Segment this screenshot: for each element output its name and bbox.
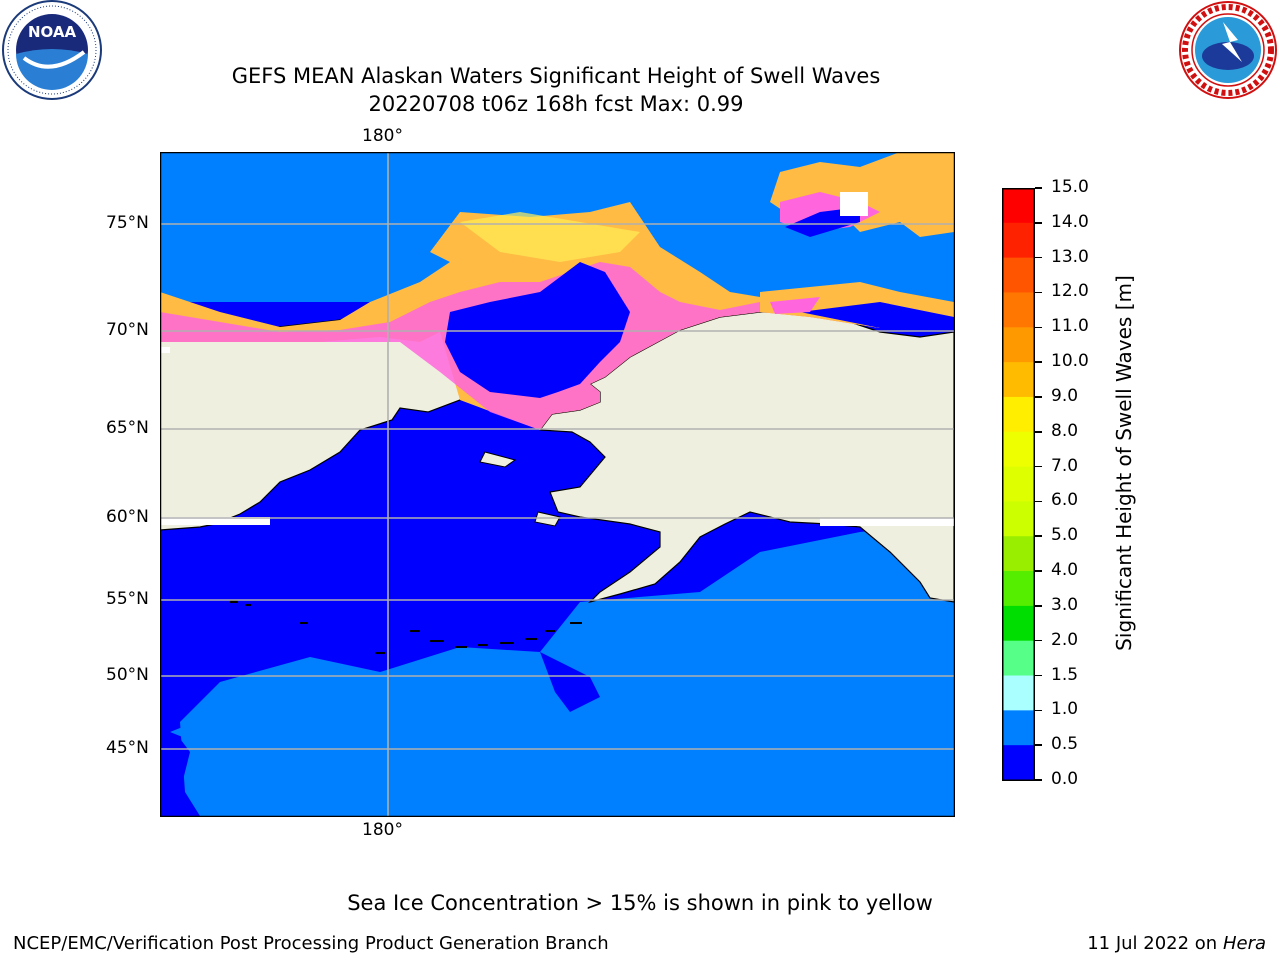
- footer-date-text: 11 Jul 2022 on: [1087, 933, 1223, 954]
- colorbar-tick-mark: [1035, 709, 1042, 712]
- colorbar-tick-mark: [1035, 779, 1042, 781]
- colorbar-tick-mark: [1035, 256, 1042, 259]
- map-frame: [160, 152, 955, 817]
- footer-host: Hera: [1222, 933, 1266, 954]
- colorbar: [1002, 188, 1035, 781]
- colorbar-tick-label: 1.5: [1051, 664, 1079, 685]
- colorbar-tick-mark: [1035, 570, 1042, 572]
- colorbar-tick-mark: [1035, 605, 1042, 607]
- colorbar-tick-mark: [1035, 361, 1042, 363]
- colorbar-tick-label: 2.0: [1051, 629, 1079, 650]
- lat-label-55: 55°N: [106, 589, 149, 609]
- lon-label-top: 180°: [362, 126, 403, 146]
- colorbar-cell: [1002, 536, 1035, 572]
- colorbar-cell: [1002, 675, 1035, 711]
- colorbar-cell: [1002, 431, 1035, 468]
- colorbar-tick-mark: [1035, 222, 1042, 224]
- colorbar-cell: [1002, 257, 1035, 293]
- colorbar-tick-label: 0.0: [1051, 769, 1079, 789]
- noaa-logo: NOAA: [2, 0, 102, 100]
- colorbar-tick-mark: [1035, 465, 1042, 468]
- colorbar-cell: [1002, 571, 1035, 607]
- colorbar-tick-label: 8.0: [1051, 420, 1079, 441]
- colorbar-tick-mark: [1035, 431, 1042, 433]
- colorbar-tick-label: 11.0: [1051, 316, 1089, 337]
- colorbar-cell: [1002, 640, 1035, 677]
- colorbar-tick-label: 1.0: [1051, 699, 1079, 720]
- colorbar-tick-label: 3.0: [1051, 594, 1079, 615]
- colorbar-cell: [1002, 501, 1035, 537]
- colorbar-tick-label: 0.5: [1051, 734, 1079, 755]
- lon-label-bottom: 180°: [362, 820, 403, 840]
- footer-branch: NCEP/EMC/Verification Post Processing Pr…: [13, 933, 609, 954]
- colorbar-cell: [1002, 745, 1035, 781]
- colorbar-cell: [1002, 222, 1035, 259]
- colorbar-tick-label: 9.0: [1051, 385, 1079, 406]
- ice-note: Sea Ice Concentration > 15% is shown in …: [347, 891, 933, 915]
- lat-label-45: 45°N: [106, 738, 149, 758]
- colorbar-tick-label: 4.0: [1051, 560, 1079, 581]
- lat-label-65: 65°N: [106, 418, 149, 438]
- footer-date: 11 Jul 2022 on Hera: [1087, 933, 1266, 954]
- colorbar-cell: [1002, 292, 1035, 328]
- noaa-logo-text: NOAA: [28, 23, 77, 41]
- colorbar-tick-mark: [1035, 396, 1042, 398]
- colorbar-tick-mark: [1035, 535, 1042, 537]
- colorbar-cell: [1002, 710, 1035, 746]
- colorbar-tick-mark: [1035, 674, 1042, 677]
- colorbar-tick-label: 13.0: [1051, 246, 1089, 267]
- colorbar-tick-mark: [1035, 500, 1042, 503]
- colorbar-cell: [1002, 605, 1035, 642]
- colorbar-cell: [1002, 188, 1035, 224]
- nws-logo: [1179, 1, 1277, 99]
- swell-height-map: [160, 152, 955, 817]
- colorbar-tick-label: 5.0: [1051, 525, 1079, 546]
- colorbar-tick-label: 6.0: [1051, 490, 1079, 511]
- graticule: [160, 152, 954, 816]
- lat-label-50: 50°N: [106, 665, 149, 685]
- colorbar-cell: [1002, 362, 1035, 398]
- colorbar-tick-mark: [1035, 291, 1042, 294]
- colorbar-tick-mark: [1035, 639, 1042, 642]
- colorbar-tick-label: 14.0: [1051, 211, 1089, 232]
- lat-label-70: 70°N: [106, 320, 149, 340]
- colorbar-cell: [1002, 466, 1035, 502]
- colorbar-cell: [1002, 396, 1035, 433]
- colorbar-tick-mark: [1035, 187, 1042, 189]
- colorbar-cell: [1002, 327, 1035, 363]
- chart-subtitle: 20220708 t06z 168h fcst Max: 0.99: [368, 92, 744, 116]
- colorbar-tick-label: 12.0: [1051, 281, 1089, 302]
- lat-label-75: 75°N: [106, 213, 149, 233]
- colorbar-tick-label: 15.0: [1051, 177, 1089, 197]
- lat-label-60: 60°N: [106, 507, 149, 527]
- colorbar-label: Significant Height of Swell Waves [m]: [1112, 275, 1136, 651]
- colorbar-tick-label: 10.0: [1051, 351, 1089, 372]
- colorbar-tick-mark: [1035, 744, 1042, 746]
- chart-title: GEFS MEAN Alaskan Waters Significant Hei…: [231, 64, 881, 88]
- colorbar-label-box: Significant Height of Swell Waves [m]: [1104, 260, 1148, 690]
- colorbar-tick-label: 7.0: [1051, 455, 1079, 476]
- colorbar-tick-mark: [1035, 326, 1042, 329]
